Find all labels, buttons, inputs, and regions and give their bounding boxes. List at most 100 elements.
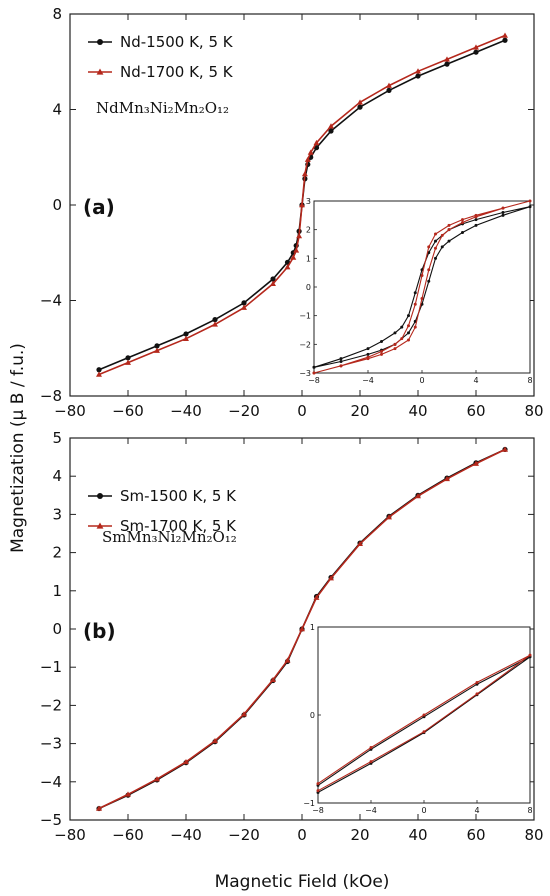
a-x-tick-label: 40 [408, 402, 427, 420]
a-inset-series-1-point [427, 268, 431, 272]
a-inset-series-1-point [413, 325, 417, 329]
a-inset-series-1-point [434, 246, 437, 250]
panel-b-inset-ticks: −8 −4 0 4 8 −1 0 1 [303, 623, 532, 815]
a-series-1-point [125, 359, 131, 365]
a-x-tick-label: 80 [524, 402, 543, 420]
b-x-tick-label: 80 [524, 826, 543, 844]
a-inset-series-0-point [440, 245, 444, 249]
a-inset-series-1-point [407, 338, 410, 342]
a-inset-series-0-point [434, 239, 437, 243]
a-y-tick-label: −4 [40, 292, 62, 310]
a-series-1-point [270, 280, 276, 287]
a-inset-series-1-point [440, 233, 444, 237]
b-x-tick-label: −40 [170, 826, 202, 844]
a-series-0-point [212, 317, 218, 323]
panel-b-series [96, 446, 508, 812]
b-inset-x-tick-label: 8 [527, 806, 532, 815]
a-inset-series-0-point [380, 339, 383, 343]
b-inset-series-1-point [369, 746, 373, 750]
a-series-1-point [328, 123, 334, 129]
b-series-1-point [502, 446, 508, 452]
a-inset-y-tick-label: 0 [306, 283, 311, 292]
b-y-tick-label: −4 [40, 773, 62, 791]
b-x-tick-label: 20 [350, 826, 369, 844]
a-inset-series-1-point [380, 352, 383, 356]
a-inset-series-1-point [528, 199, 532, 203]
a-inset-series-1-point [393, 347, 397, 351]
a-inset-series-1-point [427, 245, 431, 249]
b-inset-y-tick-label: 1 [310, 623, 315, 632]
b-y-tick-label: 3 [52, 505, 62, 523]
a-inset-series-1-point [474, 213, 478, 217]
panel-a-tag: (a) [83, 195, 115, 219]
a-series-1-point [293, 247, 300, 253]
b-series-1-point [154, 776, 160, 782]
a-series-1-point [241, 304, 247, 310]
a-series-1-point [96, 371, 102, 377]
a-series-1-point [183, 335, 189, 341]
b-series-1-point [386, 514, 392, 520]
b-inset-y-tick-label: −1 [303, 799, 315, 808]
a-inset-series-1-point [413, 302, 417, 306]
a-inset-series-0-point [501, 210, 505, 214]
a-series-1-point [502, 32, 508, 38]
panel-a-inset-ticks: −8 −4 0 4 8 −3 −2 −1 0 1 2 3 [299, 197, 532, 385]
a-inset-series-1-point [393, 342, 397, 346]
a-inset-series-1-point [400, 337, 404, 341]
a-y-tick-label: 8 [52, 5, 62, 23]
b-inset-x-tick-label: −4 [365, 806, 377, 815]
a-inset-series-1-point [501, 206, 505, 210]
b-inset-series-1-point [422, 730, 426, 734]
b-inset-series-1-point [316, 782, 320, 786]
b-inset-series-1-point [422, 713, 426, 717]
a-y-tick-label: 0 [52, 196, 62, 214]
a-x-tick-label: 60 [466, 402, 485, 420]
a-inset-series-0-point [366, 347, 370, 351]
a-legend-marker-1 [96, 68, 104, 75]
b-series-1-point [444, 475, 450, 482]
a-series-1-point [307, 149, 314, 155]
a-inset-x-tick-label: −4 [362, 376, 374, 385]
a-series-0-point [415, 73, 421, 79]
a-inset-series-0-point [393, 331, 397, 335]
a-inset-series-0-point [400, 325, 404, 329]
a-inset-series-0-point [366, 352, 370, 356]
a-inset-series-0-point [413, 291, 417, 295]
a-y-tick-label: 4 [52, 101, 62, 119]
a-inset-series-0-point [407, 331, 410, 335]
a-series-0-point [328, 128, 334, 134]
b-inset-series-1-point [369, 760, 373, 764]
b-series-1-point [212, 737, 218, 744]
a-inset-series-1-point [407, 324, 410, 328]
b-x-tick-label: −20 [228, 826, 260, 844]
panel-b-inset-series [316, 653, 532, 794]
panel-b-compound-label: SmMn₃Ni₂Mn₂O₁₂ [102, 528, 237, 546]
a-inset-series-0-point [427, 279, 431, 283]
b-series-1-point [183, 758, 189, 765]
b-y-tick-label: −5 [40, 811, 62, 829]
a-series-1-point [386, 82, 392, 88]
b-series-1-point [125, 791, 131, 797]
a-inset-series-0-point [528, 205, 532, 209]
a-inset-series-1-point [380, 350, 383, 353]
a-inset-series-1-point [312, 371, 316, 375]
a-inset-x-tick-label: 4 [473, 376, 478, 385]
a-series-0-point [125, 355, 131, 361]
a-series-0-point [96, 367, 102, 373]
a-inset-series-1-point [434, 232, 437, 236]
a-inset-x-tick-label: −8 [308, 376, 320, 385]
b-inset-series-1-point [316, 789, 320, 793]
b-series-1-point [313, 594, 320, 600]
a-inset-series-1-point [366, 355, 370, 359]
panel-a-series [96, 32, 508, 377]
b-series-1-point [284, 657, 291, 663]
b-inset-series-1-point [528, 653, 532, 657]
a-inset-series-0-point [474, 218, 478, 222]
a-series-1-point [212, 321, 218, 327]
a-inset-y-tick-label: −3 [299, 369, 311, 378]
b-inset-series-1-point [475, 692, 479, 696]
a-series-0-point [386, 87, 392, 93]
